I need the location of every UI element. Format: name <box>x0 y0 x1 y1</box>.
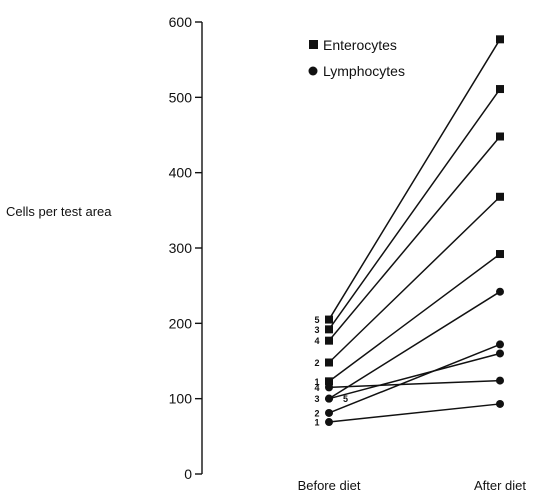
lymphocyte-line-subject-2 <box>328 343 501 414</box>
y-axis: 0 100 200 300 400 500 600 <box>169 14 203 482</box>
y-tick-label-400: 400 <box>169 165 193 181</box>
enterocyte-marker-after-subject-5 <box>496 35 504 44</box>
enterocyte-marker-before-subject-1 <box>325 377 333 386</box>
lymphocyte-marker-after-subject-4 <box>496 376 504 385</box>
lymphocyte-subject-label-5: 5 <box>343 394 348 404</box>
enterocyte-marker-after-subject-2 <box>496 192 504 201</box>
legend-label-lymphocytes: Lymphocytes <box>323 63 405 79</box>
lymphocyte-marker-before-subject-5 <box>325 394 333 403</box>
legend-label-enterocytes: Enterocytes <box>323 37 397 53</box>
enterocyte-marker-before-subject-5 <box>325 315 333 324</box>
x-category-labels: Before diet After diet <box>298 478 527 493</box>
x-category-label-0: Before diet <box>298 478 361 493</box>
lymphocyte-subject-label-2: 2 <box>314 408 319 418</box>
enterocyte-subject-label-4: 4 <box>314 336 319 346</box>
lymphocyte-subject-label-3: 3 <box>314 394 319 404</box>
enterocyte-subject-label-2: 2 <box>314 358 319 368</box>
lymphocyte-marker-before-subject-1 <box>325 418 333 427</box>
series-markers <box>325 35 504 427</box>
enterocyte-marker-before-subject-3 <box>325 325 333 334</box>
legend: Enterocytes Lymphocytes <box>308 37 405 79</box>
x-category-label-1: After diet <box>474 478 526 493</box>
y-tick-label-100: 100 <box>169 391 193 407</box>
enterocyte-subject-label-5: 5 <box>314 315 319 325</box>
enterocyte-marker-after-subject-3 <box>496 85 504 94</box>
enterocyte-subject-label-1: 1 <box>314 377 319 387</box>
y-tick-label-300: 300 <box>169 240 193 256</box>
y-tick-label-200: 200 <box>169 315 193 331</box>
enterocyte-subject-label-3: 3 <box>314 325 319 335</box>
enterocyte-line-subject-1 <box>328 253 501 382</box>
lymphocyte-line-subject-4 <box>328 379 501 389</box>
enterocyte-marker-after-subject-4 <box>496 132 504 141</box>
lymphocyte-marker-before-subject-2 <box>325 408 333 417</box>
lymphocyte-line-subject-1 <box>328 403 501 423</box>
enterocyte-line-subject-3 <box>328 88 501 330</box>
enterocyte-line-subject-4 <box>328 136 501 342</box>
enterocyte-line-subject-2 <box>328 196 501 364</box>
series-lines <box>328 38 501 423</box>
lymphocyte-marker-after-subject-2 <box>496 340 504 349</box>
y-axis-title: Cells per test area <box>6 204 112 219</box>
legend-square-icon <box>309 40 318 49</box>
enterocyte-marker-before-subject-2 <box>325 358 333 367</box>
enterocyte-marker-before-subject-4 <box>325 336 333 345</box>
lymphocyte-marker-before-subject-4 <box>325 383 333 392</box>
legend-circle-icon <box>308 66 318 76</box>
lymphocyte-marker-after-subject-5 <box>496 287 504 296</box>
y-tick-label-500: 500 <box>169 89 193 105</box>
lymphocyte-subject-label-1: 1 <box>314 418 319 428</box>
lymphocyte-line-subject-3 <box>328 352 501 400</box>
lymphocyte-marker-after-subject-1 <box>496 399 504 408</box>
lymphocyte-line-subject-5 <box>328 291 501 400</box>
enterocyte-line-subject-5 <box>328 38 501 320</box>
y-tick-label-600: 600 <box>169 14 193 30</box>
lymphocyte-subject-label-4: 4 <box>314 383 319 393</box>
y-tick-label-0: 0 <box>184 466 192 482</box>
lymphocyte-marker-after-subject-3 <box>496 349 504 358</box>
enterocyte-marker-after-subject-1 <box>496 250 504 259</box>
